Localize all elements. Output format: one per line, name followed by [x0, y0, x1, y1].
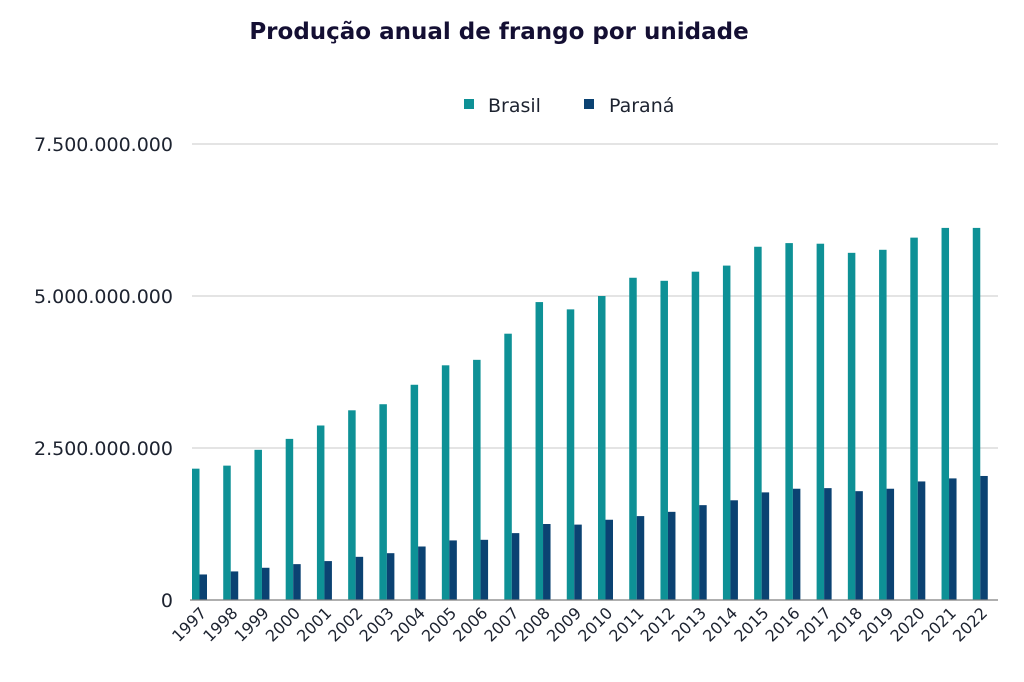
bar-brasil-2013: [691, 271, 700, 600]
bar-parana-2020: [917, 481, 926, 600]
x-tick-label: 2021: [918, 603, 960, 645]
bar-parana-2017: [824, 488, 832, 600]
bar-brasil-2018: [847, 252, 856, 600]
bar-brasil-2001: [316, 425, 325, 600]
bar-brasil-2011: [629, 277, 637, 600]
bar-parana-2000: [293, 564, 301, 600]
bar-parana-1998: [230, 571, 239, 600]
bar-parana-2003: [386, 553, 395, 600]
bar-brasil-2017: [816, 243, 825, 600]
x-tick-label: 2005: [418, 603, 460, 645]
x-tick-label: 2017: [793, 603, 835, 645]
bar-parana-1999: [261, 567, 270, 600]
x-tick-label: 2011: [605, 603, 647, 645]
x-tick-label: 2009: [543, 603, 585, 645]
bar-brasil-2010: [598, 296, 606, 600]
bar-parana-2022: [980, 475, 988, 600]
x-tick-label: 2018: [824, 603, 866, 645]
x-tick-label: 2013: [668, 603, 710, 645]
x-tick-label: 2004: [387, 603, 429, 645]
bar-brasil-2008: [535, 302, 544, 600]
bar-brasil-2022: [972, 227, 981, 601]
bar-brasil-1997: [192, 468, 200, 600]
legend: Brasil Paraná: [464, 95, 674, 117]
legend-swatch-parana: [584, 99, 594, 109]
bar-parana-2011: [636, 516, 645, 600]
x-tick-label: 2007: [480, 603, 522, 645]
bar-brasil-1998: [223, 465, 231, 600]
y-tick-label: 2.500.000.000: [34, 438, 173, 460]
bar-brasil-2009: [566, 309, 575, 600]
bar-brasil-2016: [785, 243, 793, 600]
bar-parana-2014: [730, 500, 738, 600]
x-tick-label: 2015: [730, 603, 772, 645]
y-tick-label: 5.000.000.000: [34, 286, 173, 308]
x-tick-label: 2003: [355, 603, 397, 645]
bar-parana-2008: [543, 524, 551, 600]
bar-parana-2013: [699, 505, 707, 600]
x-tick-label: 2016: [761, 603, 803, 645]
bar-brasil-2012: [660, 280, 668, 600]
x-tick-label: 2020: [886, 603, 928, 645]
bar-parana-2007: [511, 533, 520, 600]
x-tick-label: 2002: [324, 603, 366, 645]
bar-parana-1997: [199, 574, 207, 600]
bar-brasil-2007: [504, 333, 512, 600]
x-tick-label: 2010: [574, 603, 616, 645]
bar-brasil-2000: [285, 438, 294, 600]
bar-brasil-2015: [754, 246, 762, 600]
bar-brasil-2019: [879, 249, 887, 601]
bar-parana-2012: [667, 511, 676, 600]
bar-brasil-2020: [910, 237, 918, 600]
bar-parana-2005: [449, 540, 457, 600]
bar-parana-2021: [949, 478, 957, 600]
x-axis-ticks: 1997199819992000200120022003200420052006…: [168, 603, 991, 645]
bar-brasil-2003: [379, 404, 387, 600]
x-tick-label: 2008: [512, 603, 554, 645]
bar-parana-2004: [418, 546, 426, 600]
x-tick-label: 1997: [168, 603, 210, 645]
bar-parana-2009: [574, 524, 582, 600]
bar-brasil-2005: [441, 365, 450, 600]
x-tick-label: 1999: [231, 603, 273, 645]
bar-parana-2018: [855, 491, 863, 600]
bar-parana-2006: [480, 539, 489, 600]
bar-brasil-2006: [473, 359, 481, 600]
bar-brasil-2014: [722, 265, 731, 600]
x-tick-label: 2006: [449, 603, 491, 645]
gridlines: [192, 143, 998, 449]
x-tick-label: 2000: [262, 603, 304, 645]
x-tick-label: 2014: [699, 603, 741, 645]
legend-label-parana: Paraná: [609, 95, 674, 117]
bar-brasil-1999: [254, 449, 262, 600]
bar-parana-2015: [761, 492, 770, 600]
bar-brasil-2004: [410, 384, 419, 600]
x-tick-label: 2012: [637, 603, 679, 645]
legend-label-brasil: Brasil: [488, 95, 541, 117]
x-tick-label: 2019: [855, 603, 897, 645]
bar-brasil-2002: [348, 410, 356, 600]
x-tick-label: 1998: [199, 603, 241, 645]
bar-parana-2019: [886, 488, 895, 600]
x-tick-label: 2022: [949, 603, 991, 645]
bar-parana-2002: [355, 556, 364, 600]
chart-title: Produção anual de frango por unidade: [249, 19, 748, 45]
bar-parana-2010: [605, 519, 613, 600]
bar-brasil-2021: [941, 227, 950, 601]
x-tick-label: 2001: [293, 603, 335, 645]
y-tick-label: 0: [161, 590, 173, 612]
y-axis-ticks: 0 2.500.000.000 5.000.000.000 7.500.000.000: [34, 134, 173, 612]
bars: [192, 227, 988, 601]
legend-swatch-brasil: [464, 99, 474, 109]
y-tick-label: 7.500.000.000: [34, 134, 173, 156]
bar-parana-2001: [324, 561, 332, 600]
bar-parana-2016: [792, 488, 801, 600]
